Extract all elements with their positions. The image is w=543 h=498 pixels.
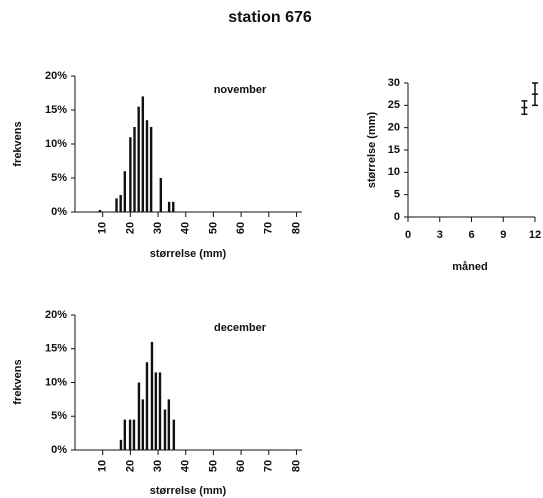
x-tick-label: 50 — [207, 222, 219, 234]
y-axis-label: frekvens — [12, 359, 24, 404]
x-tick-label: 40 — [180, 460, 192, 472]
bar — [137, 106, 140, 212]
bar — [163, 409, 167, 450]
bar — [154, 372, 158, 450]
bar — [158, 372, 162, 450]
x-axis-label: måned — [452, 261, 487, 273]
bar — [137, 382, 141, 450]
y-tick-label: 15 — [388, 144, 400, 156]
y-tick-label: 5% — [51, 410, 67, 422]
bar — [167, 201, 171, 212]
y-tick-label: 20 — [388, 122, 400, 134]
page-title: station 676 — [228, 9, 312, 26]
y-tick-label: 20% — [45, 309, 67, 321]
bar — [159, 178, 163, 212]
y-tick-label: 5 — [394, 189, 400, 201]
x-axis-label: størrelse (mm) — [150, 248, 227, 260]
bar — [133, 127, 136, 212]
x-tick-label: 30 — [152, 222, 164, 234]
bar — [128, 419, 132, 450]
bar — [132, 419, 136, 450]
bar — [98, 209, 102, 212]
x-tick-label: 20 — [124, 460, 136, 472]
x-tick-label: 30 — [152, 460, 164, 472]
y-tick-label: 5% — [51, 172, 67, 184]
x-tick-label: 70 — [263, 460, 275, 472]
x-axis-label: størrelse (mm) — [150, 485, 227, 497]
x-tick-label: 40 — [180, 222, 192, 234]
x-tick-label: 0 — [405, 229, 411, 241]
bar — [149, 127, 153, 212]
y-tick-label: 25 — [388, 99, 400, 111]
bar — [172, 419, 176, 450]
x-tick-label: 9 — [500, 229, 506, 241]
x-tick-label: 60 — [235, 460, 247, 472]
y-tick-label: 20% — [45, 70, 67, 82]
bar — [172, 201, 175, 212]
x-tick-label: 20 — [124, 222, 136, 234]
x-tick-label: 10 — [97, 222, 109, 234]
y-axis-label: størrelse (mm) — [366, 111, 378, 188]
chart-title: november — [214, 84, 267, 96]
x-tick-label: 6 — [468, 229, 474, 241]
error-bar — [521, 100, 528, 116]
y-tick-label: 15% — [45, 343, 67, 355]
x-tick-label: 60 — [235, 222, 247, 234]
bar — [141, 96, 145, 212]
y-tick-label: 0 — [394, 211, 400, 223]
x-tick-label: 50 — [207, 460, 219, 472]
y-tick-label: 10 — [388, 166, 400, 178]
y-tick-label: 10% — [45, 138, 67, 150]
bar — [145, 120, 149, 212]
bar — [145, 362, 149, 450]
y-axis-label: frekvens — [12, 121, 24, 166]
bar — [167, 399, 171, 450]
bar — [141, 399, 145, 450]
y-tick-label: 0% — [51, 206, 67, 218]
bar — [129, 137, 132, 212]
bar — [115, 198, 118, 212]
y-tick-label: 10% — [45, 376, 67, 388]
x-tick-label: 80 — [290, 222, 302, 234]
chart-title: december — [214, 322, 267, 334]
x-tick-label: 80 — [290, 460, 302, 472]
y-tick-label: 0% — [51, 444, 67, 456]
bar — [123, 171, 127, 212]
y-tick-label: 30 — [388, 77, 400, 89]
x-tick-label: 12 — [529, 229, 541, 241]
y-tick-label: 15% — [45, 104, 67, 116]
bar — [119, 195, 122, 212]
x-tick-label: 3 — [437, 229, 443, 241]
bar — [150, 342, 154, 450]
bar — [119, 439, 123, 450]
error-bar — [532, 82, 538, 107]
bar — [123, 419, 127, 450]
x-tick-label: 10 — [97, 460, 109, 472]
x-tick-label: 70 — [263, 222, 275, 234]
